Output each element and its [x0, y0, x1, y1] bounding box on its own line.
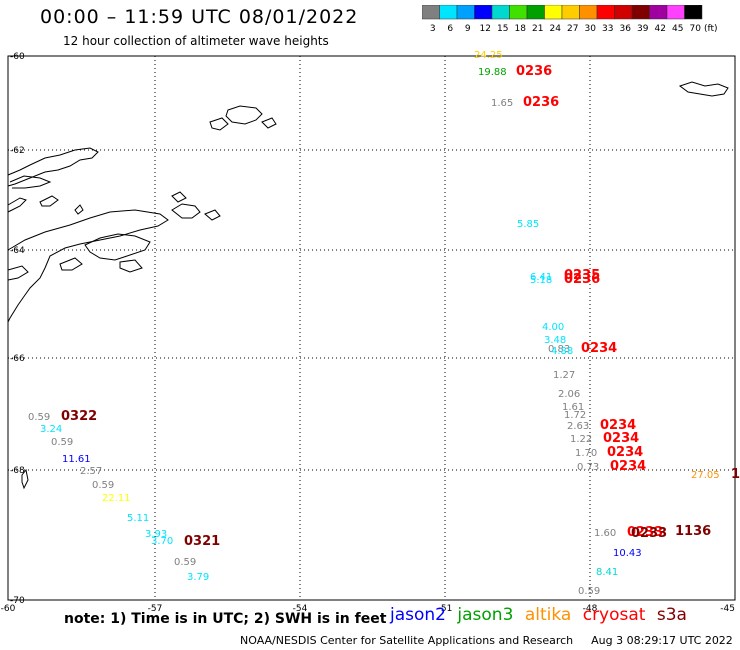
- legend-label: 9: [465, 24, 471, 34]
- satellite-jason3: jason3: [457, 605, 514, 625]
- pass-time-label: 0233: [631, 526, 667, 541]
- satellite-jason2: jason2: [390, 605, 446, 625]
- wave-height-value: 4.88: [551, 346, 573, 357]
- wave-height-value: 3.93: [145, 529, 167, 540]
- wave-height-value: 1.70: [575, 448, 597, 459]
- longitude-label: -51: [438, 604, 453, 614]
- legend-unit: (ft): [704, 24, 718, 34]
- wave-height-value: 27.05: [691, 470, 720, 481]
- wave-height-value: 2.57: [80, 466, 102, 477]
- longitude-label: -57: [148, 604, 163, 614]
- legend-label: 36: [620, 24, 632, 34]
- map-frame: [7, 55, 736, 601]
- wave-height-value: 0.59: [578, 586, 600, 597]
- pass-time-label: 0236: [523, 95, 559, 110]
- longitude-label: -45: [720, 604, 735, 614]
- wave-height-value: 22.11: [102, 493, 131, 504]
- wave-height-value: 0.73: [577, 462, 599, 473]
- legend-label: 33: [602, 24, 613, 34]
- wave-height-value: 1.60: [594, 528, 616, 539]
- legend-label: 18: [515, 24, 527, 34]
- longitude-label: -60: [1, 604, 16, 614]
- pass-time-label: 1: [731, 467, 740, 482]
- legend-label: 15: [497, 24, 508, 34]
- pass-time-label: 0234: [600, 418, 636, 433]
- wave-height-value: 2.63: [567, 421, 589, 432]
- legend-label: 3: [430, 24, 436, 34]
- graticule: [8, 56, 735, 600]
- wave-height-value: 1.22: [570, 434, 592, 445]
- wave-height-value: 3.48: [544, 335, 566, 346]
- longitude-label: -48: [583, 604, 598, 614]
- wave-height-value: 1.61: [562, 402, 584, 413]
- pass-time-label: 0236: [564, 272, 600, 287]
- legend-label: 70: [690, 24, 702, 34]
- wave-height-value: 0.59: [28, 412, 50, 423]
- pass-time-label: 0322: [61, 409, 97, 424]
- legend-label: 30: [585, 24, 597, 34]
- wave-height-value: 1.72: [564, 410, 586, 421]
- pass-time-label: 0234: [581, 341, 617, 356]
- wave-height-value: 24.25: [474, 50, 503, 61]
- footnote: note: 1) Time is in UTC; 2) SWH is in fe…: [64, 611, 387, 627]
- longitude-label: -54: [293, 604, 308, 614]
- map-title: 00:00 – 11:59 UTC 08/01/2022: [40, 6, 359, 28]
- satellite-cryosat: cryosat: [582, 605, 646, 625]
- coastline: [7, 81, 729, 490]
- wave-height-value: 5.85: [517, 219, 539, 230]
- pass-time-label: 0234: [603, 431, 639, 446]
- legend-label: 39: [637, 24, 649, 34]
- legend-label: 45: [672, 24, 683, 34]
- wave-height-value: 0.59: [51, 437, 73, 448]
- axis-labels: -60-62-64-66-68-70-60 -57 -54 -51 -48 -45: [1, 52, 735, 614]
- wave-height-value: 3.24: [40, 424, 62, 435]
- legend-swatch: [684, 5, 703, 20]
- wave-height-value: 0.59: [174, 557, 196, 568]
- legend-label: 12: [480, 24, 491, 34]
- wave-height-value: 4.00: [542, 322, 564, 333]
- latitude-label: -66: [10, 354, 25, 364]
- legend-label: 21: [532, 24, 543, 34]
- footer-credit: NOAA/NESDIS Center for Satellite Applica…: [240, 634, 733, 647]
- legend-label: 27: [567, 24, 578, 34]
- credit-text: NOAA/NESDIS Center for Satellite Applica…: [240, 634, 574, 647]
- color-legend: 3 6 9 12 15 18 21 24 27 30 33 36 39 42 45 70 (ft): [422, 5, 718, 34]
- wave-height-value: 1.65: [491, 98, 513, 109]
- wave-height-value: 10.43: [613, 548, 642, 559]
- wave-height-value: 19.88: [478, 67, 507, 78]
- pass-time-label: 0234: [607, 445, 643, 460]
- satellite-s3a: s3a: [656, 605, 687, 625]
- pass-time-label: 0236: [516, 64, 552, 79]
- pass-time-label: 0321: [184, 534, 220, 549]
- pass-time-label: 0233: [627, 525, 663, 540]
- wave-height-value: 3.79: [187, 572, 209, 583]
- wave-height-value: 5.11: [127, 513, 149, 524]
- legend-label: 24: [550, 24, 562, 34]
- wave-height-value: 3.70: [151, 536, 173, 547]
- latitude-label: -70: [10, 596, 25, 606]
- latitude-label: -68: [10, 466, 25, 476]
- generated-timestamp: Aug 3 08:29:17 UTC 2022: [591, 634, 733, 647]
- latitude-label: -62: [10, 146, 25, 156]
- wave-height-value: 0.59: [92, 480, 114, 491]
- map-subtitle: 12 hour collection of altimeter wave hei…: [63, 34, 329, 48]
- wave-height-value: 11.61: [62, 454, 91, 465]
- latitude-label: -64: [10, 246, 25, 256]
- satellite-altika: altika: [524, 605, 572, 625]
- wave-height-value: 2.06: [558, 389, 580, 400]
- legend-label: 6: [447, 24, 453, 34]
- pass-time-label: 0234: [610, 459, 646, 474]
- satellite-key: jason2 jason3 altika cryosat s3a: [390, 605, 693, 625]
- wave-height-value: 8.41: [596, 567, 618, 578]
- wave-height-value: 1.27: [553, 370, 575, 381]
- legend-label: 42: [655, 24, 666, 34]
- latitude-label: -60: [10, 52, 25, 62]
- wave-height-value: 5.18: [530, 275, 552, 286]
- pass-time-label: 1136: [675, 524, 711, 539]
- wave-height-value: 6.41: [530, 272, 552, 283]
- wave-height-value: 0.83: [548, 344, 570, 355]
- pass-time-label: 0235: [564, 268, 600, 283]
